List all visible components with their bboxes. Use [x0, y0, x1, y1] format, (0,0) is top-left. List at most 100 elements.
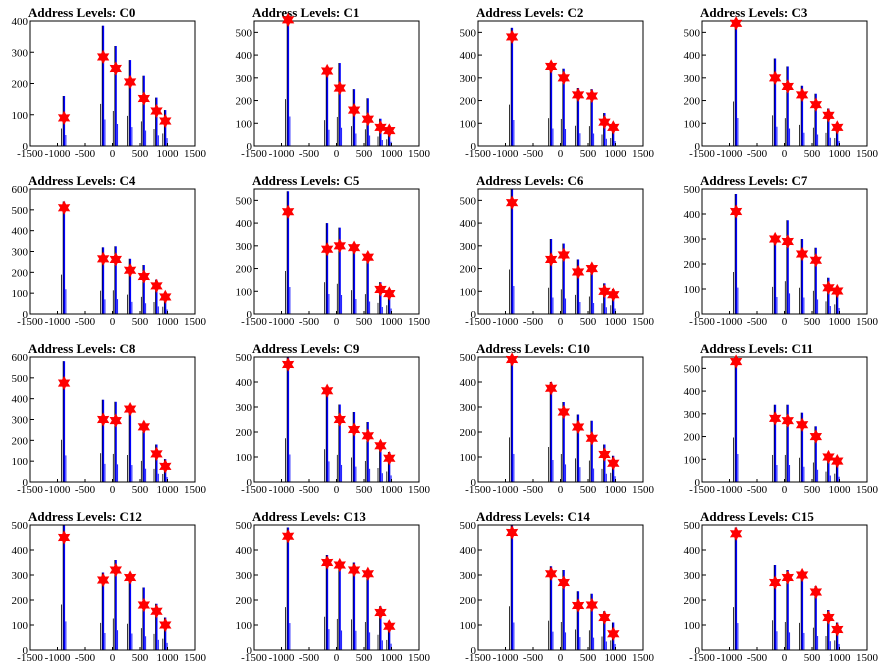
chart-title: Address Levels: C12	[28, 509, 142, 524]
x-tick-label: 1000	[605, 148, 628, 160]
y-tick-label: 0	[23, 477, 29, 489]
x-tick-label: -1500	[241, 652, 267, 664]
histogram-peak	[155, 444, 158, 482]
peak-marker	[768, 411, 782, 426]
histogram-bars	[509, 189, 616, 314]
x-tick-label: 500	[132, 652, 149, 664]
y-tick-label: 400	[684, 50, 701, 62]
histogram-bars	[61, 25, 168, 146]
histogram-peak	[366, 570, 369, 650]
x-tick-label: 1500	[184, 484, 207, 496]
y-tick-label: 100	[236, 452, 253, 464]
plot-frame	[477, 356, 644, 483]
histogram-peak	[287, 527, 290, 650]
x-tick-label: -1500	[689, 652, 715, 664]
y-tick-label: 0	[695, 309, 701, 321]
histogram-peak	[814, 247, 817, 314]
x-tick-label: -500	[299, 316, 320, 328]
y-tick-label: 300	[684, 234, 701, 246]
x-tick-label: 0	[334, 484, 340, 496]
peak-marker	[374, 282, 387, 297]
x-tick-label: 1000	[605, 652, 628, 664]
histogram-peak	[129, 60, 132, 146]
histogram-peak	[786, 404, 789, 482]
x-tick-label: 500	[804, 148, 821, 160]
y-tick-label: 100	[12, 456, 29, 468]
peak-marker	[150, 103, 163, 119]
peak-marker	[374, 120, 387, 135]
y-tick-label: 400	[460, 218, 477, 230]
histogram-peak	[338, 227, 341, 314]
peak-marker	[281, 204, 295, 219]
y-tick-label: 300	[12, 47, 29, 59]
peak-marker	[557, 247, 570, 263]
peak-marker	[159, 459, 172, 474]
peak-marker	[96, 412, 110, 427]
chart-panel: Address Levels: C14 0 100 200 300 400 500 -1500…	[448, 504, 672, 672]
peak-marker	[137, 597, 151, 613]
histogram-peak	[603, 444, 606, 482]
y-tick-label: 0	[695, 141, 701, 153]
x-tick-label: -500	[299, 652, 320, 664]
x-tick-label: 500	[132, 316, 149, 328]
x-tick-label: 1000	[157, 484, 180, 496]
y-tick-label: 0	[247, 309, 253, 321]
y-tick-label: 500	[236, 195, 253, 207]
peak-marker	[383, 451, 396, 466]
x-tick-label: 1500	[856, 316, 879, 328]
peak-marker	[374, 605, 387, 620]
chart-title: Address Levels: C2	[476, 5, 584, 20]
x-tick-label: -1500	[465, 484, 491, 496]
x-tick-label: -1500	[465, 148, 491, 160]
y-tick-label: 100	[684, 284, 701, 296]
y-tick-label: 200	[460, 264, 477, 276]
peak-marker	[768, 70, 782, 85]
histogram-peak	[114, 246, 117, 314]
x-tick-label: -1500	[465, 316, 491, 328]
histogram-peak	[577, 88, 580, 146]
y-tick-label: 500	[12, 373, 29, 385]
chart-title: Address Levels: C4	[28, 173, 136, 188]
peak-marker	[505, 195, 519, 210]
x-tick-label: 1000	[381, 484, 404, 496]
histogram-peak	[338, 561, 341, 650]
y-tick-label: 400	[460, 377, 477, 389]
y-tick-label: 400	[12, 16, 29, 28]
y-tick-label: 200	[460, 96, 477, 108]
histogram-plot: 0 100 200 300 400 500 -1500 -1000 -500 0 500 1000 15…	[460, 188, 655, 328]
peak-marker	[607, 626, 620, 641]
y-tick-label: 400	[684, 545, 701, 557]
histogram-peak	[164, 617, 167, 650]
peak-marker	[159, 113, 172, 129]
y-tick-label: 500	[684, 184, 701, 196]
y-tick-label: 200	[236, 96, 253, 108]
x-tick-label: 500	[356, 148, 373, 160]
x-tick-label: 500	[804, 652, 821, 664]
histogram-plot: 0 100 200 300 400 500 -1500 -1000 -500 0 500 1000 15…	[684, 354, 879, 496]
x-tick-label: 1500	[632, 652, 655, 664]
chart-title: Address Levels: C3	[700, 5, 808, 20]
peak-marker	[333, 412, 346, 427]
x-tick-label: -1000	[45, 484, 71, 496]
y-tick-label: 200	[684, 259, 701, 271]
peak-marker	[729, 204, 743, 219]
y-tick-label: 200	[12, 435, 29, 447]
histogram-peak	[562, 570, 565, 650]
peak-marker	[571, 264, 585, 280]
y-tick-label: 500	[460, 520, 477, 532]
y-tick-label: 200	[460, 595, 477, 607]
chart-title: Address Levels: C5	[252, 173, 360, 188]
histogram-peak	[786, 570, 789, 650]
histogram-peak	[287, 21, 290, 146]
peak-marker	[607, 456, 620, 471]
peak-marker	[109, 562, 122, 578]
peak-marker	[781, 570, 794, 585]
histogram-peak	[388, 289, 391, 314]
peak-marker	[607, 287, 620, 302]
plot-frame	[253, 524, 420, 651]
y-tick-label: 600	[12, 352, 29, 364]
histogram-plot: 0 100 200 300 400 500 -1500 -1000 -500 0 500 1000 15…	[460, 520, 655, 664]
chart-panel: Address Levels: C9 0 100 200 300 400 500 -1500-…	[224, 336, 448, 504]
x-tick-label: 1500	[184, 316, 207, 328]
x-tick-label: 1500	[856, 484, 879, 496]
